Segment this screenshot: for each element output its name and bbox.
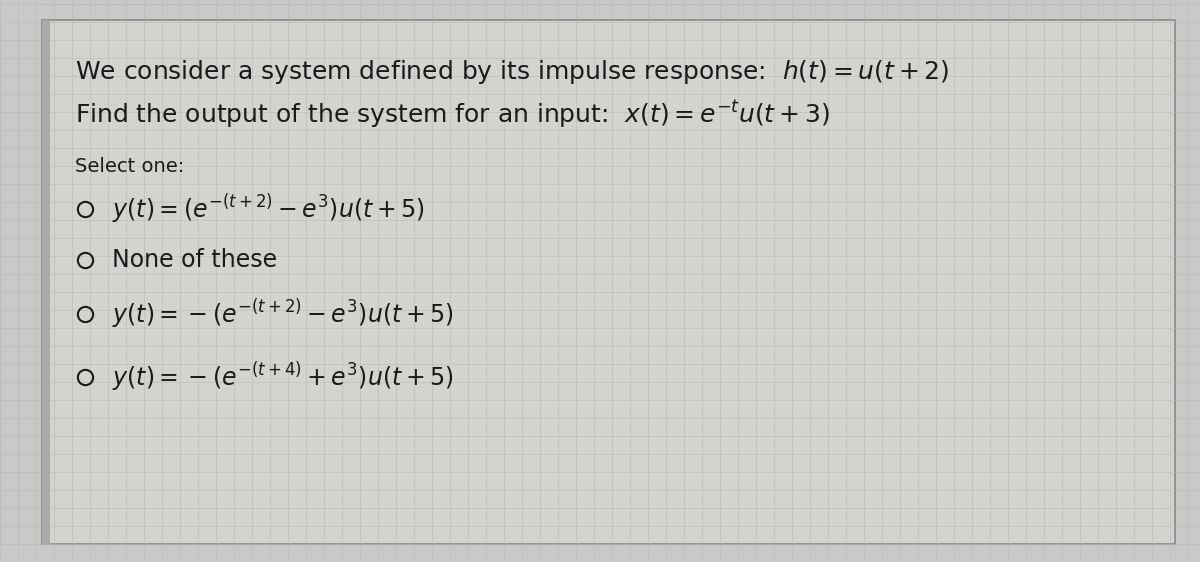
FancyBboxPatch shape (42, 20, 1175, 544)
Text: $y(t) = (e^{-(t+2)} - e^{3})u(t+5)$: $y(t) = (e^{-(t+2)} - e^{3})u(t+5)$ (112, 192, 425, 226)
Text: Find the output of the system for an input:  $x(t) = e^{-t}u(t+3)$: Find the output of the system for an inp… (74, 98, 830, 130)
Text: $y(t) = -(e^{-(t+4)} + e^{3})u(t+5)$: $y(t) = -(e^{-(t+4)} + e^{3})u(t+5)$ (112, 360, 454, 394)
Text: $y(t) = -(e^{-(t+2)} - e^{3})u(t+5)$: $y(t) = -(e^{-(t+2)} - e^{3})u(t+5)$ (112, 297, 454, 331)
Text: None of these: None of these (112, 248, 277, 272)
Text: Select one:: Select one: (74, 157, 185, 176)
Text: We consider a system defined by its impulse response:  $h(t) = u(t+2)$: We consider a system defined by its impu… (74, 58, 949, 86)
FancyBboxPatch shape (42, 20, 50, 544)
